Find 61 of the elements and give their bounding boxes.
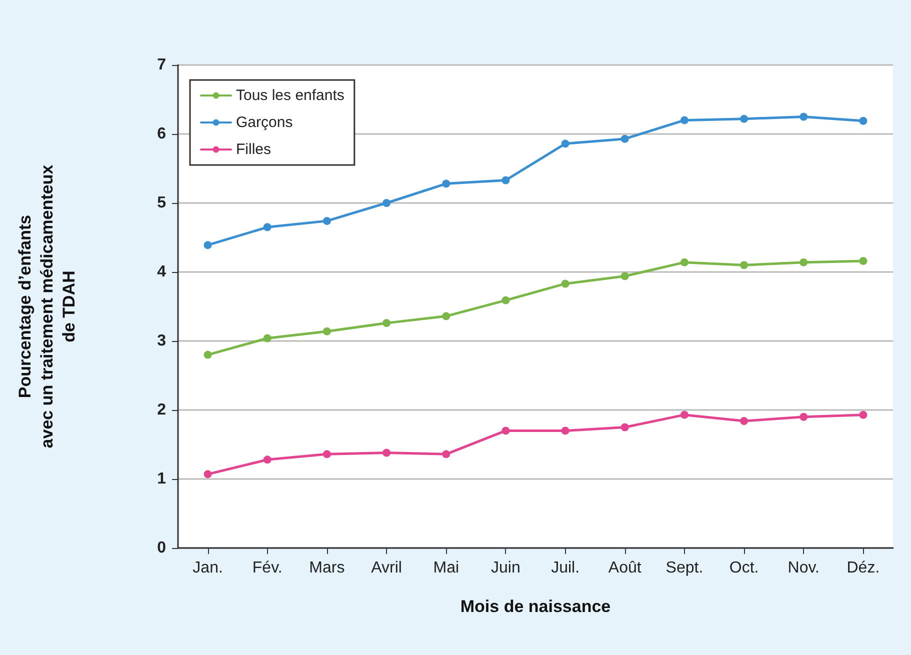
y-tick-label: 5	[157, 194, 166, 212]
legend-label: Garçons	[236, 114, 293, 131]
point	[263, 334, 272, 342]
point	[263, 456, 272, 464]
point	[800, 258, 808, 266]
point	[620, 134, 629, 143]
y-tick-label: 4	[157, 264, 166, 280]
point	[382, 199, 391, 207]
point	[382, 448, 391, 457]
point	[620, 423, 629, 432]
y-tick-label: 0	[157, 540, 166, 556]
point	[620, 272, 629, 280]
x-tick-label: Sept.	[666, 560, 704, 576]
y-tick-label: 3	[157, 332, 166, 350]
y-axis-title: Pourcentage d’enfants avec un traitement médicamenteux de TDAH	[16, 164, 78, 448]
point	[859, 116, 868, 125]
y-tick-label: 6	[157, 126, 166, 142]
point	[740, 114, 748, 123]
point	[322, 450, 331, 458]
x-axis-title: Mois de naissance	[460, 597, 611, 616]
point	[502, 296, 510, 304]
x-tick-label: Déz.	[846, 560, 880, 576]
x-tick-label: Juin	[491, 560, 520, 576]
point	[322, 327, 331, 336]
y-tick-label: 7	[157, 56, 166, 74]
point	[740, 261, 748, 270]
point	[204, 241, 212, 250]
point	[680, 258, 688, 266]
point	[800, 112, 808, 121]
point	[800, 412, 808, 421]
x-tick-label: Mai	[433, 560, 460, 576]
point	[442, 312, 450, 320]
point	[680, 410, 688, 419]
point	[442, 180, 450, 188]
point	[561, 280, 570, 288]
x-tick-label: Oct.	[729, 560, 759, 576]
point	[263, 223, 272, 232]
point	[680, 116, 688, 124]
point	[502, 176, 510, 184]
x-tick-label: Août	[608, 560, 642, 576]
x-tick-label: Avril	[371, 560, 402, 576]
point	[382, 319, 391, 328]
legend-label: Tous les enfants	[236, 87, 344, 104]
y-tick-label: 2	[157, 402, 166, 418]
point	[502, 426, 510, 435]
point	[561, 426, 570, 435]
point	[204, 470, 212, 478]
x-tick-label: Jan.	[192, 560, 223, 576]
legend-label: Filles	[236, 141, 272, 158]
point	[859, 256, 868, 265]
point	[204, 350, 212, 359]
point	[859, 410, 868, 419]
point	[442, 450, 450, 458]
x-tick-label: Mars	[309, 560, 345, 576]
point	[561, 140, 570, 148]
x-tick-label: Nov.	[788, 560, 820, 576]
x-tick-label: Fév.	[252, 560, 282, 576]
point	[322, 216, 331, 225]
x-tick-label: Juil.	[551, 560, 580, 576]
y-tick-label: 1	[157, 470, 166, 488]
point	[740, 417, 748, 426]
